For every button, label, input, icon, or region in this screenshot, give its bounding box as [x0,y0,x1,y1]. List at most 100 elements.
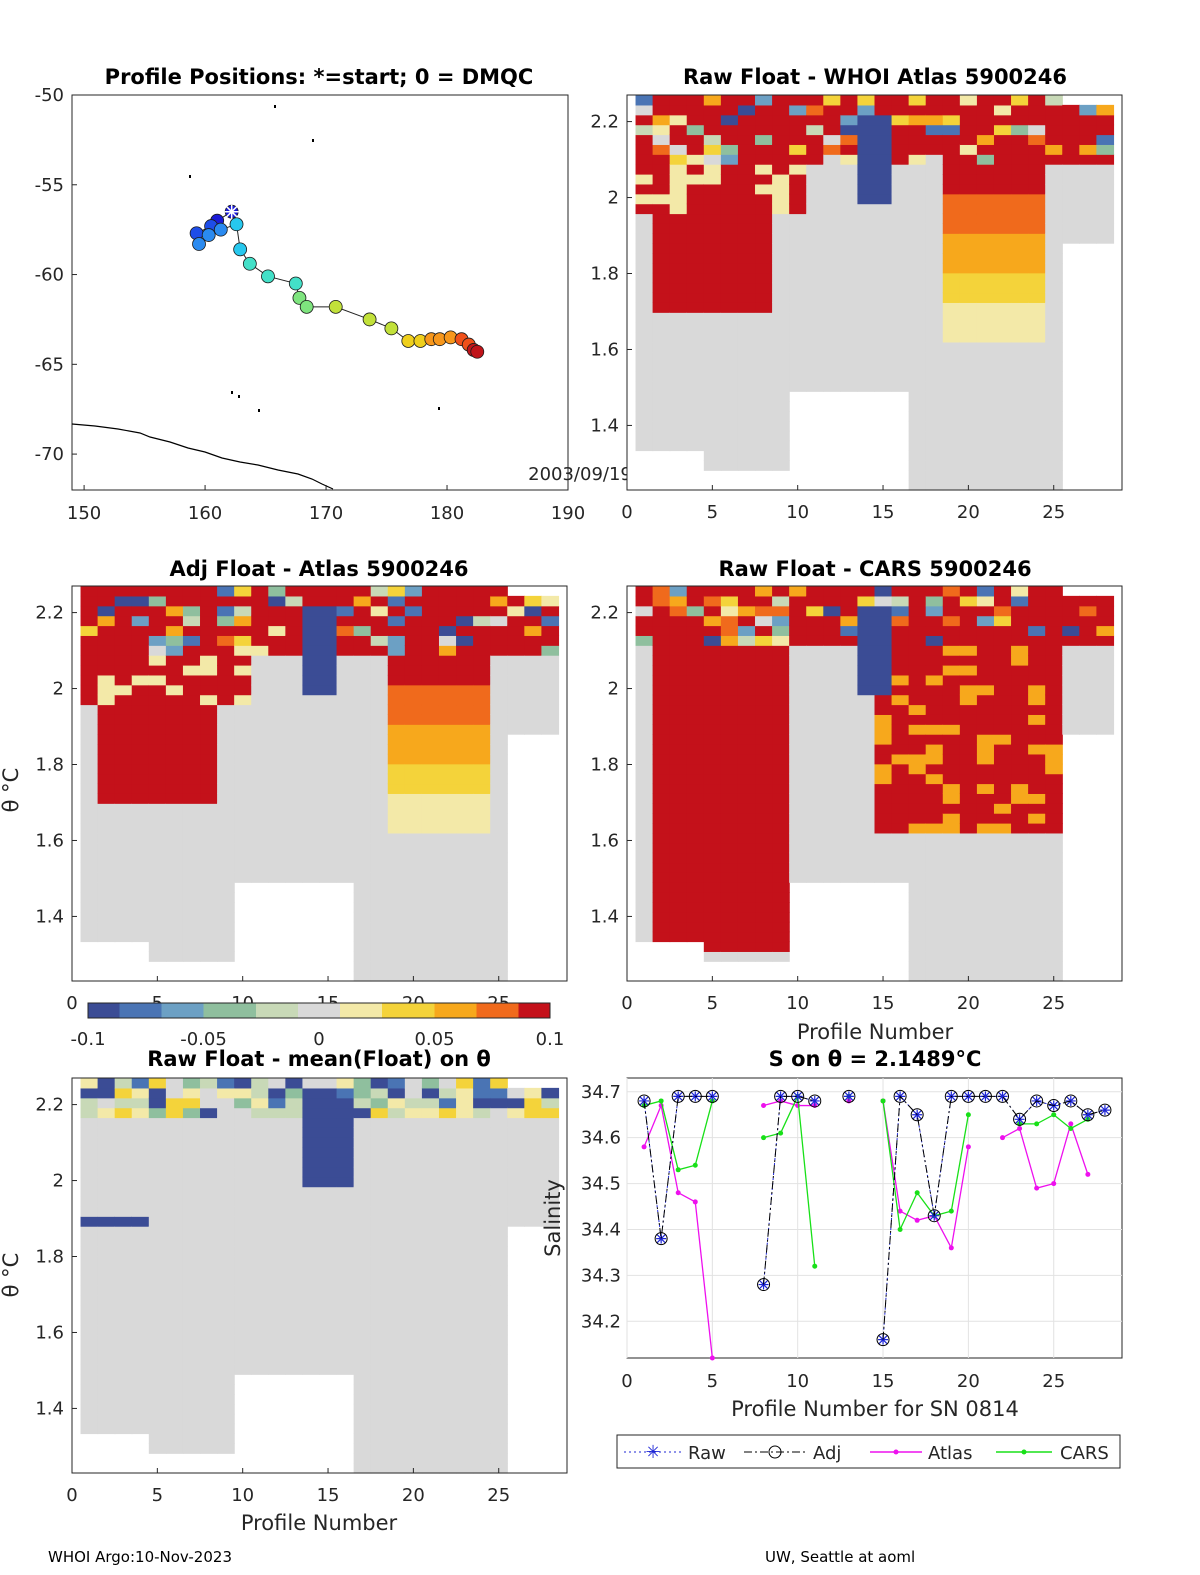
section-cell [80,1176,99,1188]
section-cell [217,586,235,597]
section-cell [720,783,739,794]
series-atlas-point [1051,1181,1057,1187]
section-cell [772,302,790,313]
section-cell [959,674,978,686]
section-cell [148,1117,167,1128]
section-cell [959,262,978,274]
section-cell [789,154,807,165]
section-cell [200,1078,218,1089]
section-cell [165,1423,184,1435]
section-cell [652,635,671,646]
section-cell [387,1334,406,1346]
adj-ylabel: θ °C [0,768,23,813]
section-cell [737,411,756,422]
section-cell [165,1305,184,1316]
section-cell [874,272,893,284]
section-cell [319,1285,338,1296]
section-cell [438,1176,457,1188]
section-cell [200,1216,218,1227]
section-cell [686,605,705,617]
section-cell [1045,341,1063,353]
section-cell [336,1216,355,1227]
map-x-tick-label: 160 [188,503,222,524]
section-cell [524,1147,542,1158]
section-cell [421,753,440,765]
section-x-tick-label: 15 [872,993,895,1014]
section-cell [737,144,756,155]
section-cell [1011,674,1029,686]
map-title: Profile Positions: *=start; 0 = DMQC [105,65,534,89]
section-cell [840,213,859,224]
section-cell [114,1245,133,1257]
section-cell [319,694,338,706]
section-cell [524,655,542,666]
section-cell [686,665,705,676]
section-cell [200,704,218,715]
section-cell [353,1137,372,1148]
section-cell [165,655,184,666]
section-cell [182,744,201,755]
section-cell [703,625,722,636]
section-cell [217,645,235,656]
section-cell [993,655,1012,666]
section-cell [114,921,133,933]
section-cell [131,1364,150,1375]
section-cell [891,645,910,656]
section-cell [319,783,338,794]
section-cell [404,793,423,804]
section-cell [438,941,457,952]
section-cell [737,684,756,696]
section-cell [652,183,671,195]
section-cell [302,753,321,765]
section-cell [80,744,99,755]
section-cell [1045,852,1063,864]
section-cell [789,704,807,715]
section-cell [669,783,688,794]
section-cell [976,734,995,745]
section-cell [857,193,876,205]
section-cell [840,351,859,363]
section-cell [148,1433,167,1444]
section-cell [1011,480,1029,491]
section-cell [669,862,688,873]
section-cell [131,665,150,676]
section-cell [336,1344,355,1356]
section-cell [1062,615,1080,627]
section-cell [473,753,491,765]
section-cell [200,862,218,873]
whoi-title: Raw Float - WHOI Atlas 5900246 [683,65,1067,89]
section-cell [285,793,304,804]
section-cell [959,470,978,481]
section-cell [285,1255,304,1267]
section-cell [370,605,389,617]
section-cell [976,391,995,402]
section-cell [182,852,201,864]
section-cell [1096,625,1115,636]
section-cell [285,1295,304,1306]
section-cell [217,763,235,775]
section-cell [789,193,807,205]
map-panel: Profile Positions: *=start; 0 = DMQC 150… [35,65,632,524]
section-cell [959,371,978,382]
section-cell [456,1394,474,1405]
section-cell [148,1315,167,1326]
section-cell [165,803,184,814]
section-cell [268,803,286,814]
section-cell [1096,714,1115,725]
section-cell [404,704,423,715]
section-cell [80,665,99,676]
section-cell [806,783,824,794]
section-cell [438,931,457,943]
section-cell [114,1255,133,1267]
section-cell [959,902,978,913]
section-cell [720,104,739,116]
series-cars-point [658,1098,664,1104]
section-cell [148,615,167,627]
section-cell [182,655,201,666]
section-cell [772,401,790,412]
section-cell [182,1087,201,1099]
section-cell [541,1087,560,1099]
section-cell [319,645,338,656]
section-cell [456,1265,474,1277]
section-cell [857,842,876,854]
